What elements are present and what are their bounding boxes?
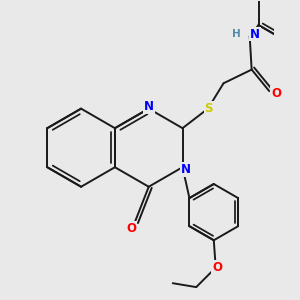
Text: H: H	[232, 29, 240, 39]
Text: O: O	[212, 261, 222, 274]
Text: N: N	[144, 100, 154, 113]
Text: N: N	[181, 163, 191, 176]
Text: N: N	[250, 28, 260, 40]
Text: S: S	[205, 102, 213, 115]
Text: O: O	[271, 87, 281, 100]
Text: O: O	[126, 222, 136, 235]
